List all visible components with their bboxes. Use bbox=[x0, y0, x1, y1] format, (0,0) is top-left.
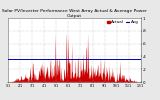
Title: Solar PV/Inverter Performance West Array Actual & Average Power Output: Solar PV/Inverter Performance West Array… bbox=[2, 9, 147, 18]
Legend: Actual, Avg: Actual, Avg bbox=[106, 20, 139, 25]
